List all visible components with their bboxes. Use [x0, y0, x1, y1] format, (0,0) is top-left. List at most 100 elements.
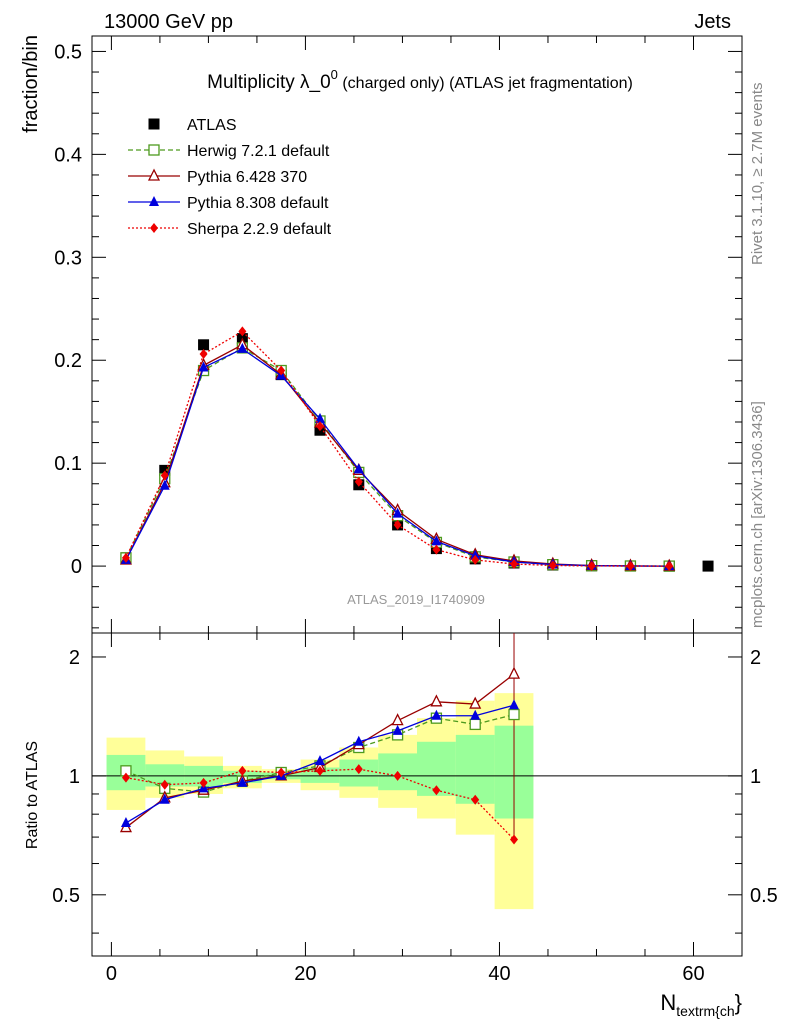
marker-triangle-open [147, 168, 161, 181]
marker-diamond [160, 470, 169, 481]
legend-entry: Pythia 6.428 370 [128, 168, 307, 186]
ratio-y-tick-label-right: 2 [750, 647, 761, 669]
y-axis-label: fraction/bin [20, 35, 42, 133]
marker-triangle [431, 535, 442, 546]
legend-label: ATLAS [187, 117, 237, 134]
x-axis-label: Ntextrm{ch} [660, 990, 742, 1019]
marker-triangle [159, 793, 170, 804]
marker-diamond [587, 560, 596, 571]
marker-diamond [432, 544, 441, 555]
band-inner [455, 734, 495, 804]
marker-diamond [121, 772, 130, 783]
marker-diamond [199, 777, 208, 788]
marker-diamond [626, 561, 635, 572]
header-process: Jets [694, 11, 731, 33]
marker-triangle [314, 755, 325, 766]
marker-diamond [315, 765, 324, 776]
marker-triangle [392, 507, 403, 518]
marker-diamond [548, 560, 557, 571]
legend-label: Pythia 8.308 default [187, 195, 329, 212]
title-part-1: Multiplicity λ_0 [207, 72, 331, 93]
legend: ATLAS Herwig 7.2.1 default Pythia 6.428 37… [128, 117, 332, 238]
series-1 [120, 342, 675, 572]
series-line [125, 348, 670, 567]
title-sup: 0 [331, 67, 338, 82]
ratio-series [119, 633, 521, 845]
marker-triangle [314, 412, 325, 423]
legend-entry: Pythia 8.308 default [128, 195, 329, 212]
series-line [125, 347, 670, 567]
header-energy: 13000 GeV pp [104, 11, 233, 33]
main-series [119, 326, 714, 572]
marker-diamond [665, 561, 674, 572]
legend-label: Sherpa 2.2.9 default [187, 221, 332, 238]
marker-diamond [393, 770, 402, 781]
y-tick-label: 0.1 [54, 453, 82, 475]
marker-diamond [199, 349, 208, 360]
marker-diamond [121, 552, 130, 563]
ratio-y-tick-label: 2 [69, 647, 80, 669]
y-tick-label: 0.3 [54, 247, 82, 269]
marker-square [198, 339, 210, 351]
marker-diamond [277, 767, 286, 778]
marker-triangle-open [507, 666, 521, 679]
x-tick-label: 0 [106, 963, 117, 985]
marker-diamond [432, 785, 441, 796]
marker-triangle [353, 735, 364, 746]
ratio-series-3 [121, 764, 519, 845]
marker-triangle [392, 724, 403, 735]
ratio-y-tick-label-right: 0.5 [750, 885, 778, 907]
marker-triangle [237, 776, 248, 787]
marker-triangle [198, 361, 209, 372]
marker-triangle [470, 709, 481, 720]
marker-diamond [471, 794, 480, 805]
legend-entry: Herwig 7.2.1 default [128, 143, 330, 160]
ratio-panel-frame [91, 632, 743, 957]
marker-triangle [431, 709, 442, 720]
marker-diamond [150, 223, 158, 233]
ratio-series-2 [120, 699, 520, 827]
series-line [125, 344, 670, 567]
marker-triangle-open [469, 696, 482, 709]
marker-diamond [510, 559, 519, 570]
marker-square [702, 560, 714, 572]
title-part-2: (charged only) (ATLAS jet fragmentation) [338, 75, 633, 92]
marker-triangle [353, 463, 364, 474]
series-3 [120, 342, 675, 571]
marker-triangle-open [430, 694, 443, 707]
x-axis-label-sub: textrm{ch [676, 1003, 734, 1019]
marker-diamond [238, 326, 247, 337]
marker-triangle [120, 816, 131, 827]
marker-diamond [277, 365, 286, 376]
marker-diamond [354, 476, 363, 487]
legend-label: Pythia 6.428 370 [187, 169, 307, 186]
marker-diamond [238, 765, 247, 776]
ratio-axis-label: Ratio to ATLAS [24, 741, 41, 849]
marker-diamond [510, 834, 519, 845]
mcplots-credit: mcplots.cern.ch [arXiv:1306.3436] [749, 401, 766, 628]
legend-label: Herwig 7.2.1 default [187, 143, 330, 160]
marker-diamond [354, 764, 363, 775]
x-tick-label: 60 [682, 963, 704, 985]
y-tick-label: 0 [71, 556, 82, 578]
marker-square [148, 118, 160, 130]
ratio-y-tick-label: 0.5 [52, 885, 80, 907]
chart-title: Multiplicity λ_00 (charged only) (ATLAS … [207, 67, 633, 93]
marker-diamond [471, 554, 480, 565]
rivet-version: Rivet 3.1.10, ≥ 2.7M events [749, 83, 766, 266]
ratio-y-tick-label: 1 [69, 766, 80, 788]
marker-diamond [393, 519, 402, 530]
marker-square [159, 464, 171, 476]
y-tick-label: 0.2 [54, 350, 82, 372]
marker-diamond [160, 779, 169, 790]
axis-ticks: 0 0.1 0.2 0.3 0.4 0.5 0 20 40 60 0.5 0.5 1 1 2 2 [52, 36, 778, 985]
x-axis-label-tail: } [735, 990, 742, 1015]
x-tick-label: 20 [294, 963, 316, 985]
marker-square-open [469, 718, 481, 731]
marker-triangle-open [391, 713, 404, 726]
marker-triangle [470, 549, 481, 560]
marker-triangle [159, 479, 170, 490]
series-0 [120, 333, 714, 572]
x-tick-label: 40 [488, 963, 510, 985]
